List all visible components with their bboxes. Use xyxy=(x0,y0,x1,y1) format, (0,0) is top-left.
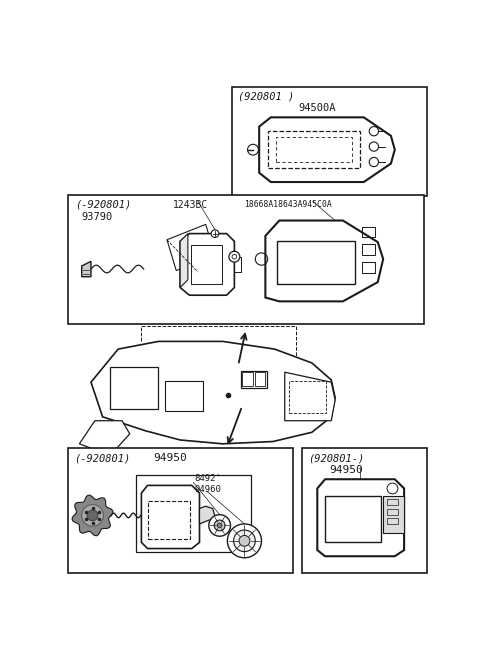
Circle shape xyxy=(209,514,230,536)
Polygon shape xyxy=(142,486,200,549)
Bar xyxy=(362,262,375,273)
Polygon shape xyxy=(82,261,91,277)
Text: (-920801): (-920801) xyxy=(75,200,132,210)
Polygon shape xyxy=(79,420,130,455)
Circle shape xyxy=(214,520,225,531)
Circle shape xyxy=(87,510,98,521)
Polygon shape xyxy=(200,506,215,524)
Circle shape xyxy=(239,535,250,546)
Circle shape xyxy=(217,523,222,528)
Polygon shape xyxy=(180,234,188,288)
Bar xyxy=(242,373,253,386)
Bar xyxy=(288,380,326,413)
Bar xyxy=(277,241,355,284)
Text: 18668A18643A945C0A: 18668A18643A945C0A xyxy=(244,200,332,209)
Bar xyxy=(387,509,398,514)
Circle shape xyxy=(229,252,240,262)
Text: 8492': 8492' xyxy=(194,474,221,483)
Text: 1243BC: 1243BC xyxy=(172,200,208,210)
Polygon shape xyxy=(72,495,113,536)
Bar xyxy=(68,449,292,573)
Bar xyxy=(110,367,158,409)
Bar xyxy=(387,518,398,524)
Polygon shape xyxy=(180,234,234,295)
Bar xyxy=(165,382,204,411)
Bar xyxy=(232,87,427,196)
Bar xyxy=(302,449,427,573)
Polygon shape xyxy=(285,373,335,420)
Circle shape xyxy=(234,530,255,552)
Text: 94500A: 94500A xyxy=(298,104,336,114)
Text: (920801 ): (920801 ) xyxy=(238,91,295,101)
Polygon shape xyxy=(317,479,404,556)
Polygon shape xyxy=(383,496,404,533)
Bar xyxy=(362,244,375,255)
Bar xyxy=(387,499,398,505)
Circle shape xyxy=(82,505,103,526)
Text: 94950: 94950 xyxy=(153,453,187,463)
Bar xyxy=(136,474,251,552)
Bar xyxy=(240,371,267,388)
Polygon shape xyxy=(91,342,335,444)
Circle shape xyxy=(232,254,237,259)
Bar xyxy=(68,195,424,325)
Bar xyxy=(147,501,190,539)
Circle shape xyxy=(228,524,262,558)
Circle shape xyxy=(211,230,219,237)
Text: 93790: 93790 xyxy=(82,212,113,222)
Bar xyxy=(254,373,265,386)
Bar xyxy=(276,137,352,162)
Text: (-920801): (-920801) xyxy=(74,453,130,463)
Polygon shape xyxy=(167,225,215,271)
Text: 94950: 94950 xyxy=(329,465,363,476)
Bar xyxy=(234,257,240,272)
Bar xyxy=(191,245,222,284)
Bar xyxy=(362,227,375,237)
Bar xyxy=(325,496,381,543)
Bar xyxy=(268,131,360,168)
Polygon shape xyxy=(259,118,395,182)
Text: 94960: 94960 xyxy=(194,485,221,493)
Polygon shape xyxy=(265,221,383,302)
Text: (920801-): (920801-) xyxy=(308,453,364,463)
